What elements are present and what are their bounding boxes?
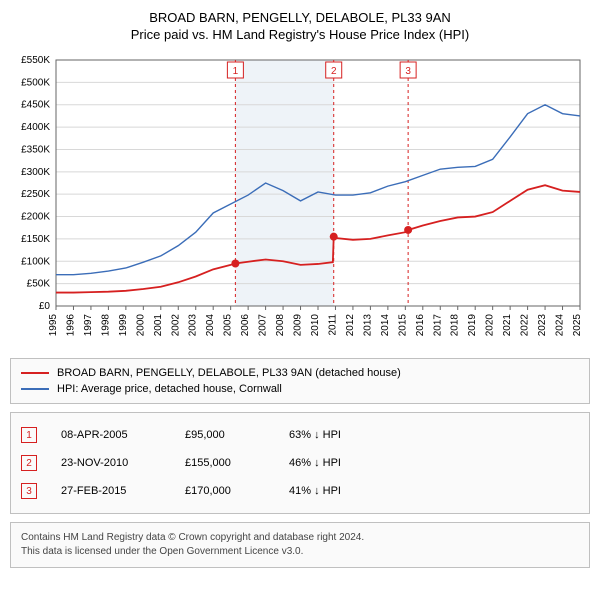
svg-text:2019: 2019	[467, 314, 478, 337]
svg-text:2020: 2020	[485, 314, 496, 337]
footer-line: Contains HM Land Registry data © Crown c…	[21, 531, 579, 545]
legend: BROAD BARN, PENGELLY, DELABOLE, PL33 9AN…	[10, 358, 590, 404]
svg-text:2003: 2003	[188, 314, 199, 337]
svg-text:£450K: £450K	[21, 100, 50, 111]
svg-text:2015: 2015	[397, 314, 408, 337]
legend-swatch	[21, 372, 49, 374]
legend-swatch	[21, 388, 49, 390]
svg-text:£100K: £100K	[21, 256, 50, 267]
sale-price: £95,000	[185, 429, 265, 441]
sale-price: £170,000	[185, 485, 265, 497]
title-block: BROAD BARN, PENGELLY, DELABOLE, PL33 9AN…	[10, 10, 590, 42]
svg-text:2013: 2013	[362, 314, 373, 337]
svg-text:£400K: £400K	[21, 122, 50, 133]
sale-price: £155,000	[185, 457, 265, 469]
legend-row: BROAD BARN, PENGELLY, DELABOLE, PL33 9AN…	[21, 365, 579, 381]
price-chart: £0 £50K £100K £150K £200K £250K £300K £350K £400…	[10, 50, 590, 350]
svg-text:£0: £0	[39, 301, 51, 312]
sale-marker-icon: 2	[21, 455, 37, 471]
svg-text:1998: 1998	[100, 314, 111, 337]
chart-subtitle: Price paid vs. HM Land Registry's House …	[10, 27, 590, 42]
svg-text:£50K: £50K	[27, 279, 51, 290]
svg-text:2023: 2023	[537, 314, 548, 337]
legend-label: BROAD BARN, PENGELLY, DELABOLE, PL33 9AN…	[57, 367, 401, 379]
svg-text:2025: 2025	[572, 314, 583, 337]
svg-text:2: 2	[331, 66, 337, 77]
svg-text:£250K: £250K	[21, 189, 50, 200]
sales-row: 3 27-FEB-2015 £170,000 41% ↓ HPI	[21, 477, 579, 505]
footer-line: This data is licensed under the Open Gov…	[21, 545, 579, 559]
svg-text:£500K: £500K	[21, 77, 50, 88]
svg-text:£350K: £350K	[21, 144, 50, 155]
chart-container: £0 £50K £100K £150K £200K £250K £300K £350K £400…	[10, 50, 590, 350]
sale-marker-icon: 3	[21, 483, 37, 499]
svg-text:2022: 2022	[520, 314, 531, 337]
svg-text:£300K: £300K	[21, 167, 50, 178]
svg-text:£150K: £150K	[21, 234, 50, 245]
svg-text:1996: 1996	[65, 314, 76, 337]
svg-text:1999: 1999	[118, 314, 129, 337]
svg-text:2001: 2001	[153, 314, 164, 337]
sale-delta: 41% ↓ HPI	[289, 485, 341, 497]
svg-text:2016: 2016	[415, 314, 426, 337]
chart-title: BROAD BARN, PENGELLY, DELABOLE, PL33 9AN	[10, 10, 590, 25]
svg-text:2005: 2005	[223, 314, 234, 337]
svg-text:2010: 2010	[310, 314, 321, 337]
svg-text:2018: 2018	[450, 314, 461, 337]
sale-date: 23-NOV-2010	[61, 457, 161, 469]
svg-text:3: 3	[405, 66, 411, 77]
svg-text:£200K: £200K	[21, 212, 50, 223]
svg-text:2011: 2011	[327, 314, 338, 336]
svg-text:2007: 2007	[258, 314, 269, 337]
svg-text:2008: 2008	[275, 314, 286, 337]
svg-text:1: 1	[233, 66, 239, 77]
svg-text:1997: 1997	[83, 314, 94, 337]
legend-label: HPI: Average price, detached house, Corn…	[57, 383, 282, 395]
svg-text:2024: 2024	[555, 314, 566, 337]
svg-text:2009: 2009	[293, 314, 304, 337]
svg-text:2006: 2006	[240, 314, 251, 337]
svg-text:1995: 1995	[48, 314, 59, 337]
sale-delta: 46% ↓ HPI	[289, 457, 341, 469]
sale-marker-icon: 1	[21, 427, 37, 443]
sales-row: 1 08-APR-2005 £95,000 63% ↓ HPI	[21, 421, 579, 449]
svg-text:2021: 2021	[502, 314, 513, 337]
sale-delta: 63% ↓ HPI	[289, 429, 341, 441]
svg-text:2002: 2002	[170, 314, 181, 337]
svg-text:2000: 2000	[135, 314, 146, 337]
sales-table: 1 08-APR-2005 £95,000 63% ↓ HPI 2 23-NOV-2010…	[10, 412, 590, 514]
sale-date: 08-APR-2005	[61, 429, 161, 441]
svg-text:2012: 2012	[345, 314, 356, 337]
svg-text:2014: 2014	[380, 314, 391, 337]
footer-attribution: Contains HM Land Registry data © Crown c…	[10, 522, 590, 568]
svg-text:2004: 2004	[205, 314, 216, 337]
sale-date: 27-FEB-2015	[61, 485, 161, 497]
svg-text:£550K: £550K	[21, 55, 50, 66]
svg-text:2017: 2017	[432, 314, 443, 337]
legend-row: HPI: Average price, detached house, Corn…	[21, 381, 579, 397]
sales-row: 2 23-NOV-2010 £155,000 46% ↓ HPI	[21, 449, 579, 477]
